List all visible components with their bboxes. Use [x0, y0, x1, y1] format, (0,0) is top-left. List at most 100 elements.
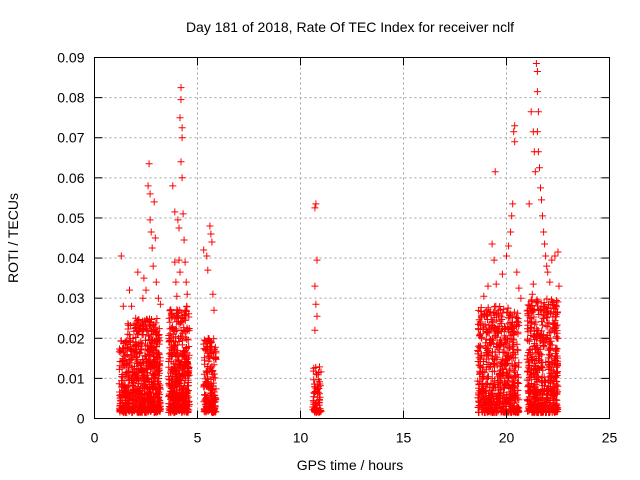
y-tick-label: 0.04 [57, 250, 84, 266]
data-point [493, 333, 501, 341]
data-point [176, 114, 184, 122]
data-point [505, 242, 513, 250]
data-point [154, 294, 162, 302]
data-point [313, 312, 321, 320]
data-point [178, 341, 186, 349]
y-tick-label: 0.03 [57, 290, 84, 306]
data-point [145, 389, 153, 397]
data-point [498, 360, 506, 368]
data-point [480, 373, 488, 381]
data-point [117, 391, 125, 399]
data-point [133, 399, 141, 407]
data-point [150, 393, 158, 401]
data-point [497, 320, 505, 328]
data-point [540, 310, 548, 318]
data-point [506, 365, 514, 373]
data-point [531, 349, 539, 357]
y-tick-label: 0.08 [57, 90, 84, 106]
data-point [515, 359, 523, 367]
chart-title: Day 181 of 2018, Rate Of TEC Index for r… [186, 19, 514, 35]
data-point [310, 376, 318, 384]
data-point [145, 160, 153, 168]
data-point [128, 396, 136, 403]
data-point [173, 292, 181, 300]
data-point [156, 354, 164, 362]
data-point [486, 394, 494, 402]
data-point [485, 407, 493, 415]
data-point [538, 196, 545, 204]
data-point [553, 297, 560, 305]
data-point [168, 366, 176, 374]
data-point [543, 262, 551, 270]
data-point [475, 361, 483, 369]
data-point [182, 311, 190, 319]
data-point [527, 296, 535, 304]
data-point [476, 332, 484, 340]
data-point [316, 363, 323, 371]
data-point [180, 351, 187, 359]
data-point [171, 409, 179, 416]
data-point [498, 313, 505, 321]
data-point [510, 331, 518, 339]
data-point [144, 369, 151, 377]
data-point [172, 370, 179, 378]
data-point [211, 405, 219, 413]
data-point [134, 316, 142, 324]
data-point [155, 395, 162, 403]
y-tick-label: 0.05 [57, 210, 84, 226]
data-point [152, 389, 160, 397]
data-point [141, 381, 149, 389]
data-point [139, 294, 147, 302]
data-point [177, 158, 185, 166]
data-point [533, 325, 541, 333]
data-point [170, 383, 178, 391]
data-point [528, 290, 536, 298]
data-point [495, 371, 503, 379]
data-point [183, 290, 191, 298]
data-point [144, 182, 152, 190]
data-point [545, 373, 553, 381]
data-point [502, 335, 510, 343]
data-point [137, 392, 145, 400]
data-point [183, 303, 191, 311]
data-point [153, 315, 161, 322]
data-point [311, 326, 319, 334]
data-point [511, 138, 519, 146]
data-point [500, 377, 508, 385]
data-point [474, 404, 482, 411]
data-point [531, 168, 539, 176]
data-point [524, 310, 532, 318]
data-point [206, 222, 214, 230]
data-point [499, 395, 506, 403]
data-point [525, 361, 533, 369]
data-point [483, 361, 491, 368]
data-point [507, 228, 515, 236]
y-tick-labels: 0 0.01 0.02 0.03 0.04 0.05 0.06 0.07 0.08 0.09 [57, 50, 84, 427]
data-point [543, 386, 551, 394]
data-point [514, 373, 522, 381]
data-point [553, 368, 561, 376]
data-point [505, 403, 513, 410]
data-point [482, 387, 489, 395]
data-point [553, 329, 561, 337]
data-point [181, 379, 189, 387]
data-point [311, 282, 319, 290]
data-point [141, 403, 148, 410]
data-point [551, 317, 559, 325]
data-point [212, 353, 220, 361]
data-point [116, 397, 124, 405]
data-point [533, 369, 541, 377]
data-point [139, 404, 147, 412]
data-point [539, 408, 547, 416]
data-point [551, 373, 559, 380]
data-point [508, 382, 516, 389]
data-point [548, 256, 556, 264]
data-point [533, 88, 541, 96]
data-point [484, 306, 492, 314]
data-point [115, 365, 123, 373]
data-point [210, 306, 218, 314]
data-point [552, 373, 560, 381]
data-point [178, 174, 186, 182]
data-point [553, 321, 561, 329]
data-points [115, 60, 563, 416]
